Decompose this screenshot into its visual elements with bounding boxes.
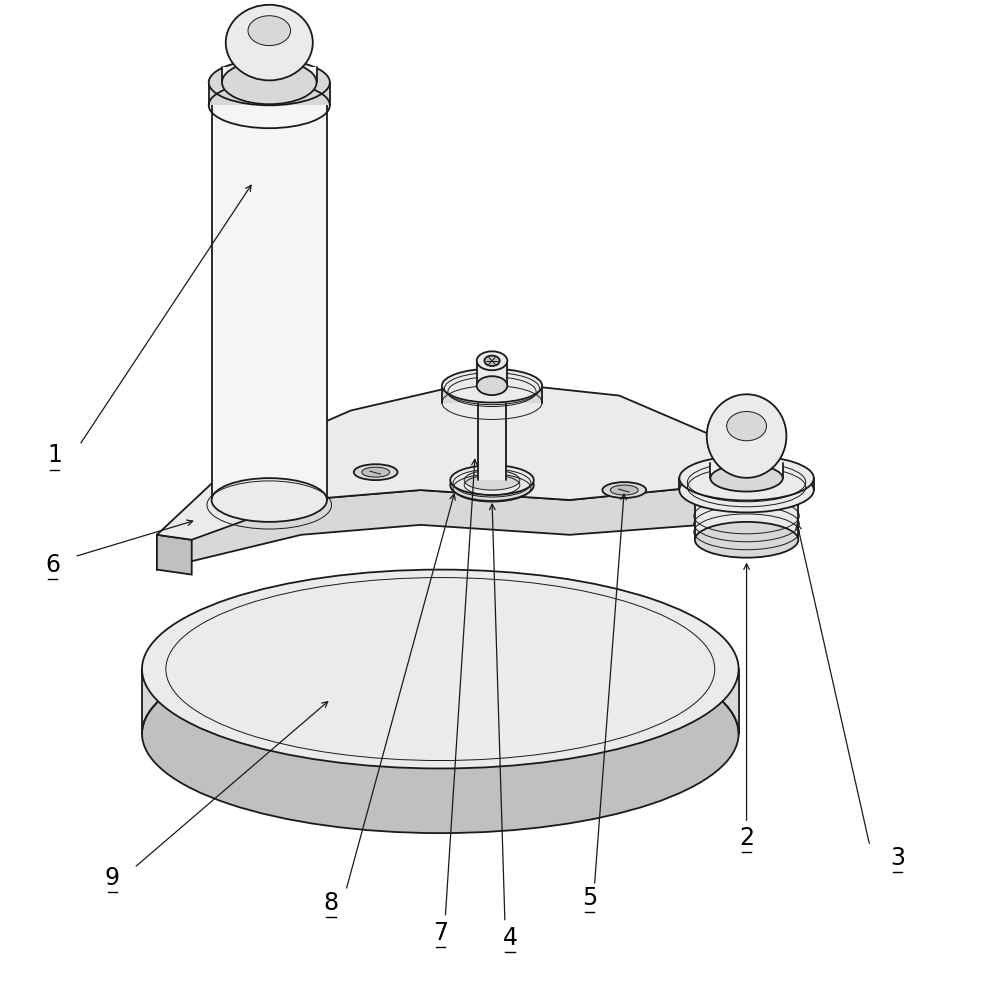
- Ellipse shape: [450, 465, 534, 495]
- Ellipse shape: [695, 472, 798, 508]
- Ellipse shape: [362, 467, 390, 477]
- Polygon shape: [478, 381, 506, 480]
- Ellipse shape: [142, 570, 739, 768]
- Ellipse shape: [679, 456, 814, 500]
- Text: 5: 5: [582, 886, 597, 910]
- Polygon shape: [157, 480, 768, 570]
- Ellipse shape: [248, 16, 291, 46]
- Ellipse shape: [442, 369, 542, 403]
- Text: 2: 2: [739, 826, 754, 850]
- Polygon shape: [212, 82, 327, 500]
- Polygon shape: [157, 535, 192, 575]
- Ellipse shape: [610, 485, 638, 495]
- Polygon shape: [222, 67, 316, 82]
- Text: 8: 8: [323, 891, 338, 915]
- Polygon shape: [142, 669, 739, 734]
- Polygon shape: [477, 361, 507, 386]
- Ellipse shape: [477, 376, 507, 395]
- Ellipse shape: [464, 470, 520, 490]
- Text: 1: 1: [47, 443, 62, 467]
- Ellipse shape: [225, 5, 313, 80]
- Text: 9: 9: [105, 866, 120, 890]
- Text: 3: 3: [890, 846, 905, 870]
- Ellipse shape: [710, 465, 782, 492]
- Ellipse shape: [602, 482, 646, 498]
- Polygon shape: [679, 478, 814, 490]
- Ellipse shape: [212, 478, 327, 522]
- Ellipse shape: [727, 411, 766, 441]
- Polygon shape: [157, 381, 768, 540]
- Text: 4: 4: [502, 926, 517, 950]
- Ellipse shape: [695, 522, 798, 558]
- Ellipse shape: [222, 60, 316, 104]
- Text: 6: 6: [45, 553, 60, 577]
- Ellipse shape: [354, 464, 398, 480]
- Polygon shape: [209, 82, 329, 105]
- Text: 7: 7: [433, 921, 448, 945]
- Polygon shape: [695, 490, 798, 540]
- Ellipse shape: [450, 469, 534, 501]
- Ellipse shape: [209, 59, 329, 105]
- Ellipse shape: [679, 468, 814, 512]
- Ellipse shape: [477, 351, 507, 370]
- Ellipse shape: [707, 394, 786, 478]
- Ellipse shape: [485, 356, 499, 366]
- Polygon shape: [710, 463, 782, 478]
- Ellipse shape: [142, 634, 739, 833]
- Polygon shape: [442, 386, 542, 403]
